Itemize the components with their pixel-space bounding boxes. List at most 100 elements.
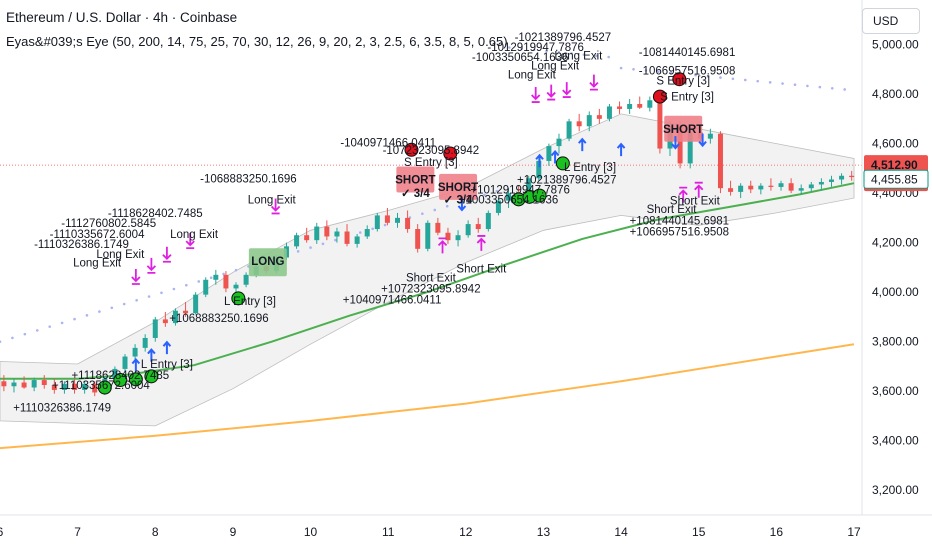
trend-dot — [383, 223, 387, 227]
candle-body — [183, 310, 189, 314]
candle-body — [193, 294, 199, 314]
candle-body — [738, 185, 744, 192]
trend-dot — [557, 50, 561, 54]
trend-dot — [483, 193, 486, 197]
y-tick-label: 3,800.00 — [872, 335, 919, 349]
candle-body — [1, 381, 7, 387]
candle-body — [203, 279, 209, 295]
x-tick-label: 9 — [230, 525, 237, 539]
short-entry-dot — [404, 142, 419, 157]
x-tick-label: 10 — [304, 525, 318, 539]
x-tick-label: 11 — [382, 525, 395, 539]
trade-label: LONG — [251, 256, 284, 268]
currency-selector[interactable]: USD — [862, 8, 920, 34]
trade-label: Long Exit — [508, 69, 557, 81]
trade-label: S Entry [3] — [660, 92, 714, 104]
trend-dot — [185, 283, 188, 287]
trade-label: +1110335672.6004 — [52, 380, 150, 392]
trade-label: S Entry [3] — [404, 157, 458, 169]
candle-body — [344, 231, 350, 244]
trend-dot — [421, 212, 424, 216]
long-entry-dot — [231, 291, 246, 306]
current-price-value: 4,512.90 — [871, 158, 918, 172]
long-exit-arrow — [131, 269, 141, 285]
trend-dot — [23, 332, 27, 336]
buy-arrow — [162, 340, 172, 355]
candle-body — [415, 229, 421, 249]
candle-body — [82, 383, 88, 390]
trend-dot — [445, 204, 449, 208]
trend-dot — [321, 242, 325, 246]
trend-dot — [160, 291, 163, 295]
trade-label: -1040971466.0411 — [340, 137, 436, 149]
candle-body — [324, 226, 330, 237]
candle-body — [546, 146, 552, 161]
trade-label: -1066957516.9508 — [639, 66, 736, 78]
candle-body — [465, 224, 471, 236]
buy-arrow — [147, 348, 156, 362]
trade-label: -1072323095.8942 — [383, 145, 480, 157]
trend-dot — [222, 272, 225, 276]
trade-label: +1081440145.6981 — [630, 215, 729, 227]
candle-body — [122, 356, 128, 369]
trend-dot — [358, 231, 362, 234]
x-tick-label: 14 — [614, 525, 628, 539]
trend-dot — [830, 86, 834, 90]
indicator-legend[interactable]: Eyas&#039;s Eye (50, 200, 14, 75, 25, 70… — [6, 34, 508, 49]
x-tick-label: 15 — [692, 525, 706, 539]
trend-dot — [48, 325, 51, 328]
trend-dot — [234, 268, 238, 272]
trend-dot — [296, 250, 300, 253]
candle-body — [606, 106, 612, 119]
candle-body — [576, 121, 582, 127]
y-tick-label: 3,600.00 — [872, 384, 919, 398]
candle-body — [566, 121, 572, 139]
trend-dot — [619, 66, 623, 70]
trend-dot — [731, 77, 735, 81]
candle-body — [657, 100, 663, 149]
sell-arrow — [671, 136, 680, 150]
long-exit-arrow — [562, 82, 572, 98]
trade-label: S Entry [3] — [656, 75, 710, 87]
trend-dot — [781, 82, 784, 85]
buy-arrow — [578, 137, 587, 152]
candle-body — [556, 138, 562, 147]
symbol-title[interactable]: Ethereum / U.S. Dollar · 4h · Coinbase — [6, 10, 238, 25]
trade-label: +1072323095.8942 — [381, 283, 480, 295]
trade-label: Short Exit — [670, 196, 721, 208]
trade-label: Short Exit — [456, 264, 507, 276]
trend-dot — [607, 55, 610, 59]
candle-body — [627, 103, 633, 109]
trend-dot — [98, 310, 101, 313]
candle-body — [849, 175, 855, 178]
x-tick-label: 16 — [770, 525, 784, 539]
candle-body — [394, 217, 400, 223]
candle-body — [445, 232, 451, 241]
trend-dot — [197, 280, 201, 283]
candle-body — [11, 382, 17, 387]
trend-dot — [768, 81, 772, 84]
y-tick-label: 3,400.00 — [872, 434, 919, 448]
buy-arrow — [550, 149, 560, 164]
candle-body — [506, 193, 512, 201]
candle-body — [748, 185, 754, 190]
trade-label: Long Exit — [73, 257, 122, 269]
candle-body — [596, 115, 602, 119]
candle-body — [223, 274, 229, 289]
long-exit-arrow — [589, 74, 599, 91]
long-entry-dot — [128, 372, 143, 387]
candle-body — [788, 183, 794, 191]
long-exit-arrow — [185, 233, 195, 250]
trade-label: Short Exit — [406, 272, 457, 284]
trade-label: -1003350654.1636 — [472, 52, 569, 64]
candle-body — [687, 132, 693, 164]
ma-price-value: 4,455.85 — [871, 172, 918, 186]
candle-body — [112, 368, 118, 379]
trend-dot — [458, 201, 461, 204]
short-exit-arrow — [437, 237, 448, 254]
trend-dot — [147, 295, 151, 298]
x-tick-label: 7 — [74, 525, 81, 539]
trade-label: +1110326386.1749 — [13, 402, 111, 414]
